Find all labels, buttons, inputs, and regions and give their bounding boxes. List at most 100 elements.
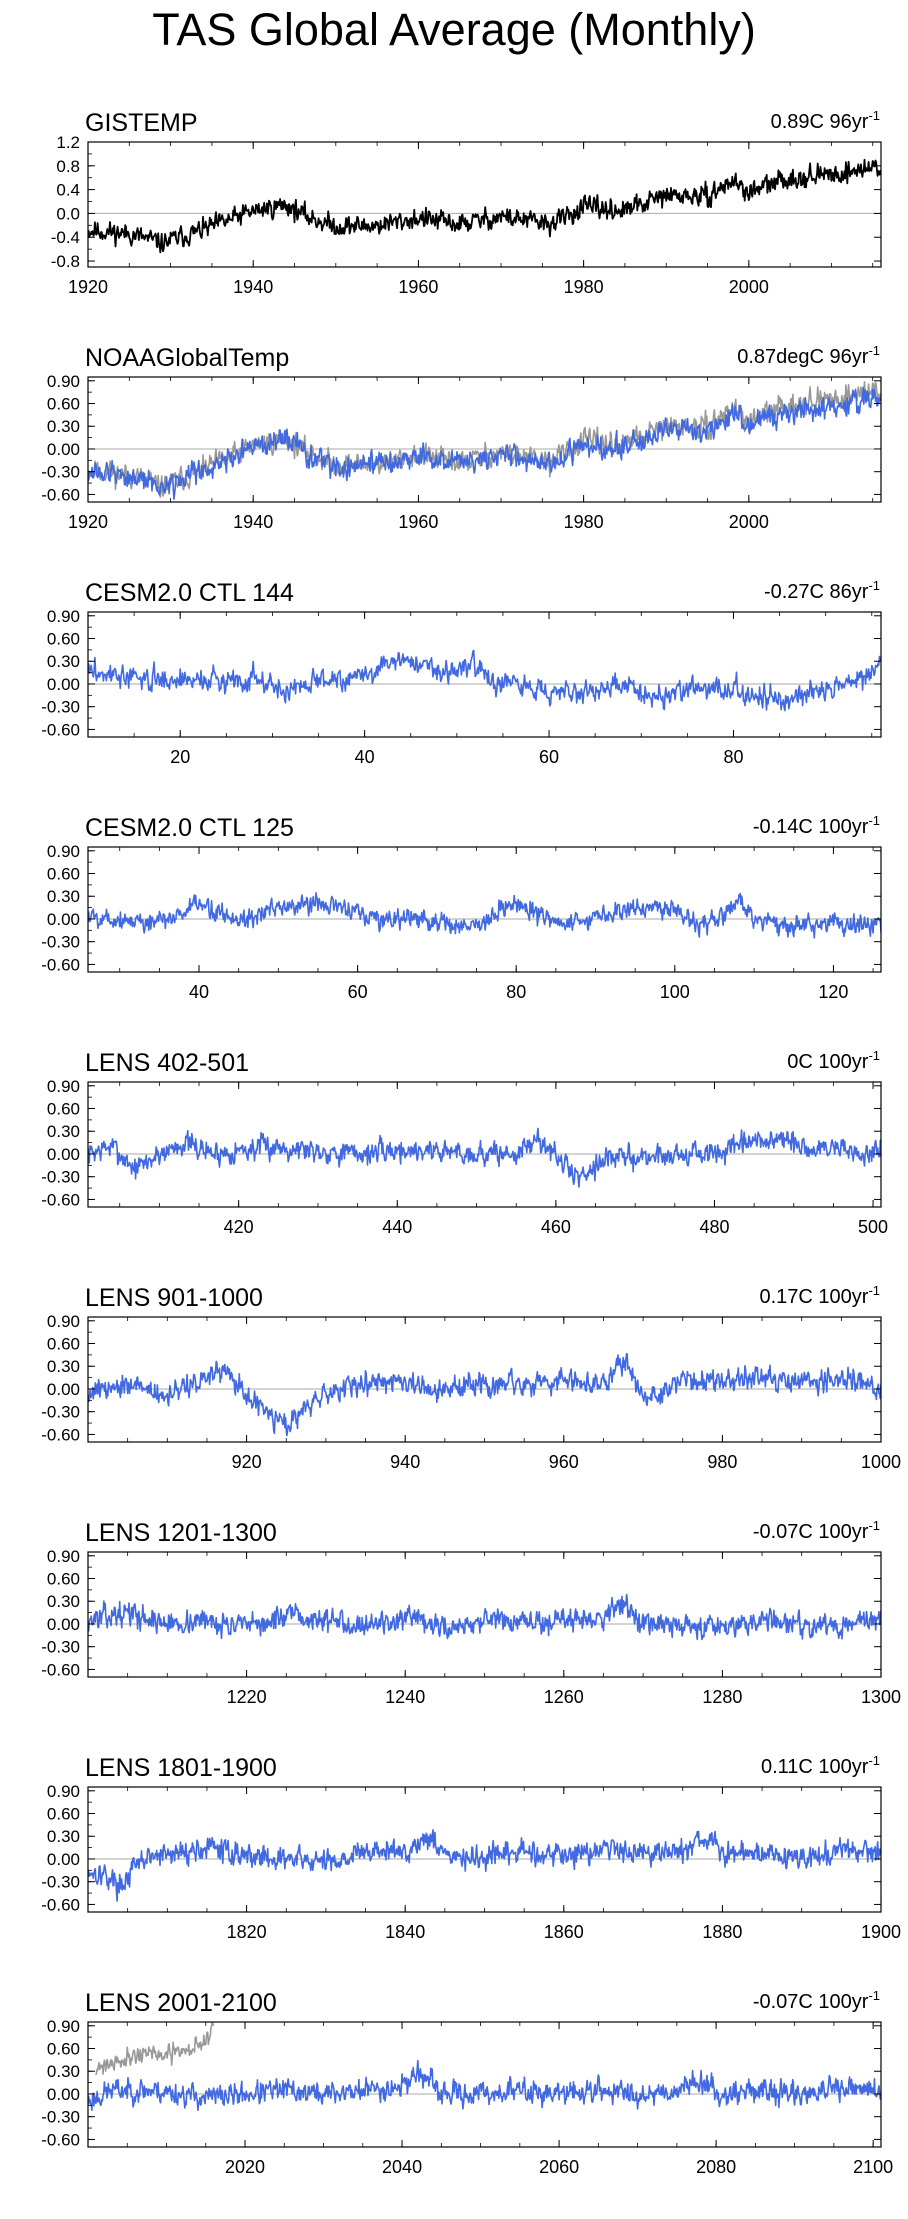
y-tick-label: 0.00 xyxy=(47,1850,80,1869)
y-tick-label: -0.60 xyxy=(41,1660,80,1679)
y-tick-label: 0.30 xyxy=(47,2062,80,2081)
trend-label: 0.89C 96yr-1 xyxy=(771,108,880,133)
panel-4: CESM2.0 CTL 125 -0.14C 100yr-1 -0.60 -0.30 0… xyxy=(41,813,882,1002)
y-tick-label: 0.60 xyxy=(47,865,80,884)
plot-frame xyxy=(87,376,882,503)
x-tick-label: 440 xyxy=(382,1217,412,1237)
y-tick-label: 0.60 xyxy=(47,1100,80,1119)
y-tick-label: 0.60 xyxy=(47,1805,80,1824)
series-line-lens-1201-1300 xyxy=(88,1593,881,1641)
series-line-lens-402-501 xyxy=(88,1127,881,1188)
y-tick-label: 0.00 xyxy=(47,1380,80,1399)
trend-exponent: -1 xyxy=(868,1753,880,1768)
y-tick-label: 0.90 xyxy=(47,1077,80,1096)
x-tick-label: 1860 xyxy=(544,1922,584,1942)
x-tick-label: 1260 xyxy=(544,1687,584,1707)
series-line-noaaglobaltemp xyxy=(88,386,881,500)
y-tick-label: -0.60 xyxy=(41,1425,80,1444)
x-tick-label: 2040 xyxy=(382,2157,422,2177)
series-line-gistemp-reference- xyxy=(88,381,881,499)
x-tick-label: 1220 xyxy=(227,1687,267,1707)
y-tick-label: -0.60 xyxy=(41,485,80,504)
y-tick-label: -0.60 xyxy=(41,720,80,739)
x-tick-label: 2020 xyxy=(225,2157,265,2177)
plot-frame xyxy=(87,1081,882,1208)
y-tick-label: 0.00 xyxy=(47,1145,80,1164)
series-line-gistemp-reference- xyxy=(95,2022,215,2076)
y-tick-label: 0.00 xyxy=(47,1615,80,1634)
panel-1: GISTEMP 0.89C 96yr-1 -0.8 -0.4 0.0 0.4 0.8 1.2 1… xyxy=(51,108,882,297)
y-tick-label: -0.4 xyxy=(51,228,80,247)
y-tick-label: 0.90 xyxy=(47,1782,80,1801)
x-tick-label: 1280 xyxy=(702,1687,742,1707)
y-tick-label: 0.90 xyxy=(47,372,80,391)
x-tick-label: 1300 xyxy=(861,1687,901,1707)
y-tick-label: 0.30 xyxy=(47,1592,80,1611)
y-tick-label: 0.90 xyxy=(47,1547,80,1566)
series-line-gistemp xyxy=(88,158,881,254)
trend-label: -0.07C 100yr-1 xyxy=(753,1518,880,1543)
y-tick-label: 1.2 xyxy=(56,133,80,152)
panel-title: NOAAGlobalTemp xyxy=(85,344,289,372)
y-tick-label: 0.30 xyxy=(47,1827,80,1846)
page-title: TAS Global Average (Monthly) xyxy=(152,4,756,55)
x-tick-label: 960 xyxy=(549,1452,579,1472)
x-tick-label: 80 xyxy=(506,982,526,1002)
x-tick-label: 940 xyxy=(390,1452,420,1472)
y-tick-label: 0.0 xyxy=(56,204,80,223)
y-tick-label: -0.60 xyxy=(41,955,80,974)
y-tick-label: 0.30 xyxy=(47,417,80,436)
trend-exponent: -1 xyxy=(868,108,880,123)
y-tick-label: 0.30 xyxy=(47,1357,80,1376)
panel-title: LENS 2001-2100 xyxy=(85,1989,277,2017)
panel-title: LENS 402-501 xyxy=(85,1049,249,1077)
x-tick-label: 1000 xyxy=(861,1452,901,1472)
y-tick-label: 0.30 xyxy=(47,887,80,906)
trend-label: -0.27C 86yr-1 xyxy=(764,578,880,603)
y-tick-label: -0.30 xyxy=(41,1873,80,1892)
x-tick-label: 80 xyxy=(723,747,743,767)
x-tick-label: 60 xyxy=(539,747,559,767)
panel-title: CESM2.0 CTL 125 xyxy=(85,814,294,842)
x-tick-label: 1980 xyxy=(564,512,604,532)
x-tick-label: 1840 xyxy=(385,1922,425,1942)
y-tick-label: 0.60 xyxy=(47,630,80,649)
panel-title: GISTEMP xyxy=(85,109,198,137)
plot-frame xyxy=(87,141,882,268)
panel-7: LENS 1201-1300 -0.07C 100yr-1 -0.60 -0.30 0.… xyxy=(41,1518,901,1707)
y-tick-label: -0.30 xyxy=(41,1168,80,1187)
trend-exponent: -1 xyxy=(868,1283,880,1298)
trend-exponent: -1 xyxy=(868,1048,880,1063)
x-tick-label: 1960 xyxy=(398,512,438,532)
x-tick-label: 480 xyxy=(699,1217,729,1237)
y-tick-label: -0.60 xyxy=(41,2130,80,2149)
y-tick-label: 0.30 xyxy=(47,652,80,671)
x-tick-label: 920 xyxy=(232,1452,262,1472)
x-tick-label: 1940 xyxy=(233,512,273,532)
y-tick-label: -0.8 xyxy=(51,252,80,271)
x-tick-label: 1240 xyxy=(385,1687,425,1707)
x-tick-label: 2000 xyxy=(729,277,769,297)
panel-2: NOAAGlobalTemp 0.87degC 96yr-1 -0.60 -0.30 0… xyxy=(41,343,882,532)
y-tick-label: 0.00 xyxy=(47,910,80,929)
panel-title: LENS 1201-1300 xyxy=(85,1519,277,1547)
x-tick-label: 40 xyxy=(189,982,209,1002)
y-tick-label: -0.30 xyxy=(41,2108,80,2127)
trend-exponent: -1 xyxy=(868,1988,880,2003)
panel-6: LENS 901-1000 0.17C 100yr-1 -0.60 -0.30 0.00… xyxy=(41,1283,901,1472)
x-tick-label: 40 xyxy=(355,747,375,767)
y-tick-label: 0.90 xyxy=(47,842,80,861)
y-tick-label: -0.30 xyxy=(41,463,80,482)
trend-label: 0C 100yr-1 xyxy=(787,1048,880,1073)
panel-5: LENS 402-501 0C 100yr-1 -0.60 -0.30 0.00 0.30… xyxy=(41,1048,888,1237)
panel-3: CESM2.0 CTL 144 -0.27C 86yr-1 -0.60 -0.30 0.… xyxy=(41,578,882,767)
y-tick-label: -0.30 xyxy=(41,1403,80,1422)
trend-exponent: -1 xyxy=(868,813,880,828)
x-tick-label: 1920 xyxy=(68,277,108,297)
trend-exponent: -1 xyxy=(868,1518,880,1533)
series-line-lens-901-1000 xyxy=(88,1352,881,1437)
x-tick-label: 100 xyxy=(660,982,690,1002)
series-line-lens-2001-2100 xyxy=(88,2059,881,2111)
y-tick-label: 0.60 xyxy=(47,395,80,414)
x-tick-label: 2000 xyxy=(729,512,769,532)
